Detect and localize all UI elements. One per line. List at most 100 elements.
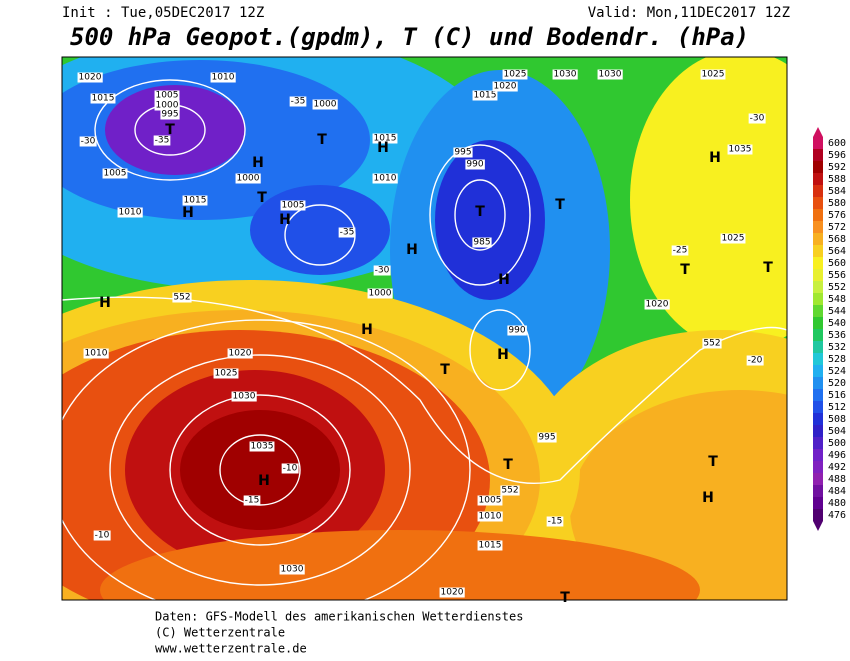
label-box <box>289 96 307 107</box>
label-box <box>477 511 503 522</box>
isobar-label: 1015 <box>184 196 207 206</box>
colorbar-swatch <box>813 329 823 341</box>
label-box <box>477 495 503 506</box>
pressure-center-marker: H <box>279 212 291 228</box>
label-box <box>312 99 338 110</box>
isobar-label: 1005 <box>282 201 305 211</box>
footer-copyright: (C) Wetterzentrale <box>155 626 285 640</box>
pressure-center-marker: T <box>680 262 690 278</box>
isobar-label: 1030 <box>233 392 256 402</box>
isobar-label: 995 <box>538 433 555 443</box>
colorbar-swatch <box>813 401 823 413</box>
colorbar-swatch <box>813 461 823 473</box>
isobar-label: -35 <box>291 97 306 107</box>
colorbar-swatch <box>813 149 823 161</box>
colorbar-swatch <box>813 257 823 269</box>
isobar-label: 1025 <box>722 234 745 244</box>
pressure-center-marker: T <box>555 197 565 213</box>
isobar-label: 1005 <box>479 496 502 506</box>
label-box <box>338 227 356 238</box>
map-title: 500 hPa Geopot.(gpdm), T (C) und Bodendr… <box>70 23 749 51</box>
label-box <box>227 348 253 359</box>
colorbar-tick-label: 536 <box>828 330 846 341</box>
colorbar-tick-label: 596 <box>828 150 846 161</box>
colorbar-swatch <box>813 197 823 209</box>
map-frame <box>61 56 788 601</box>
pressure-center-marker: H <box>377 140 389 156</box>
colorbar-end <box>813 127 823 137</box>
label-box <box>154 100 180 111</box>
isobar-label: -35 <box>340 228 355 238</box>
pressure-center-marker: T <box>475 204 485 220</box>
isobar-label: 1005 <box>104 169 127 179</box>
colorbar-swatch <box>813 245 823 257</box>
isobar-label: 1000 <box>156 101 179 111</box>
colorbar-tick-label: 488 <box>828 474 846 485</box>
pressure-center-marker: H <box>99 295 111 311</box>
isobar-label: 1025 <box>504 70 527 80</box>
colorbar-tick-label: 576 <box>828 210 846 221</box>
colorbar-swatch <box>813 365 823 377</box>
label-box <box>249 441 275 452</box>
isobar-label: 1000 <box>369 289 392 299</box>
colorbar-tick-label: 508 <box>828 414 846 425</box>
label-box <box>465 159 485 170</box>
colorbar-tick-label: 592 <box>828 162 846 173</box>
isobar-label: 990 <box>508 326 525 336</box>
colorbar-tick-label: 564 <box>828 246 846 257</box>
label-box <box>279 564 305 575</box>
colorbar-swatch <box>813 425 823 437</box>
label-box <box>79 136 97 147</box>
label-box <box>182 195 208 206</box>
label-box <box>372 173 398 184</box>
label-box <box>671 245 689 256</box>
label-box <box>546 516 564 527</box>
colorbar-tick-label: 512 <box>828 402 846 413</box>
colorbar-swatch <box>813 353 823 365</box>
isobar-label: 1020 <box>229 349 252 359</box>
isobar-label: -20 <box>748 356 763 366</box>
colorbar-tick-label: 492 <box>828 462 846 473</box>
pressure-center-marker: T <box>560 590 570 606</box>
valid-time: Valid: Mon,11DEC2017 12Z <box>588 5 790 21</box>
label-box <box>93 530 111 541</box>
colorbar-tick-label: 580 <box>828 198 846 209</box>
isobar-label: 1035 <box>251 442 274 452</box>
colorbar-tick-label: 588 <box>828 174 846 185</box>
pressure-center-marker: T <box>317 132 327 148</box>
label-box <box>727 144 753 155</box>
label-box <box>472 90 498 101</box>
label-box <box>172 292 192 303</box>
pressure-center-marker: T <box>763 260 773 276</box>
isobar-label: 1030 <box>599 70 622 80</box>
pressure-center-marker: H <box>182 205 194 221</box>
pressure-center-marker: T <box>440 362 450 378</box>
label-box <box>702 338 722 349</box>
isobar-label: 990 <box>466 160 483 170</box>
isobar-label: -30 <box>750 114 765 124</box>
colorbar-swatch <box>813 233 823 245</box>
colorbar-swatch <box>813 305 823 317</box>
colorbar-swatch <box>813 497 823 509</box>
colorbar-swatch <box>813 377 823 389</box>
isobar-label: 1015 <box>374 134 397 144</box>
isobar-label: 1020 <box>494 82 517 92</box>
pressure-center-marker: H <box>498 272 510 288</box>
colorbar-tick-label: 540 <box>828 318 846 329</box>
isobar-label: 1010 <box>85 349 108 359</box>
isobar-label: 1035 <box>729 145 752 155</box>
isobar-label: 1010 <box>479 512 502 522</box>
pressure-center-marker: T <box>503 457 513 473</box>
label-box <box>597 69 623 80</box>
init-time: Init : Tue,05DEC2017 12Z <box>62 5 264 21</box>
colorbar-swatch <box>813 293 823 305</box>
label-box <box>477 540 503 551</box>
colorbar-tick-label: 560 <box>828 258 846 269</box>
isobar-label: 1005 <box>156 91 179 101</box>
colorbar-swatch <box>813 137 823 149</box>
colorbar-swatch <box>813 269 823 281</box>
colorbar-tick-label: 572 <box>828 222 846 233</box>
pressure-center-marker: H <box>497 347 509 363</box>
label-box <box>644 299 670 310</box>
